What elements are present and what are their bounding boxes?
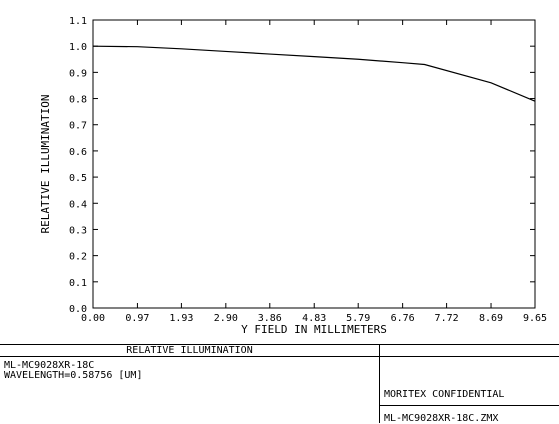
- x-tick-label: 3.86: [258, 313, 282, 324]
- x-axis-label: Y FIELD IN MILLIMETERS: [241, 323, 387, 336]
- title-bar-top-border: [0, 344, 559, 345]
- y-tick-label: 0.1: [69, 278, 87, 289]
- relative-illumination-chart: 0.0 0.1 0.2 0.3 0.4 0.5 0.6 0.7 0.8 0.9 1.0 1.1 0.00…: [39, 16, 547, 336]
- x-tick-label: 8.69: [479, 313, 503, 324]
- confidential-label: MORITEX CONFIDENTIAL: [384, 389, 505, 400]
- lens-name: ML-MC9028XR-18C: [4, 360, 95, 371]
- x-tick-label: 0.00: [81, 313, 105, 324]
- y-tick-label: 0.7: [69, 121, 87, 132]
- file-name: ML-MC9028XR-18C.ZMX: [384, 413, 499, 424]
- y-tick-label: 0.9: [69, 68, 87, 79]
- x-tick-label: 9.65: [523, 313, 547, 324]
- y-tick-label: 0.0: [69, 304, 87, 315]
- x-tick-label: 0.97: [125, 313, 149, 324]
- x-tick-label: 5.79: [346, 313, 370, 324]
- x-tick-label: 4.83: [302, 313, 326, 324]
- y-axis-label: RELATIVE ILLUMINATION: [39, 94, 52, 233]
- title-bar-bottom-border: [0, 356, 559, 357]
- info-separator: [379, 405, 559, 406]
- x-tick-label: 1.93: [169, 313, 193, 324]
- y-tick-label: 0.3: [69, 225, 87, 236]
- y-tick-label: 1.0: [69, 42, 87, 53]
- y-tick-label: 1.1: [69, 16, 87, 27]
- info-divider: [379, 344, 380, 423]
- chart-title: RELATIVE ILLUMINATION: [126, 345, 253, 356]
- y-tick-label: 0.4: [69, 199, 87, 210]
- series-line: [92, 45, 536, 102]
- x-tick-label: 6.76: [391, 313, 415, 324]
- y-tick-label: 0.6: [69, 147, 87, 158]
- wavelength: WAVELENGTH=0.58756 [UM]: [4, 370, 143, 381]
- y-tick-label: 0.8: [69, 95, 87, 106]
- plot-frame: [92, 19, 536, 309]
- x-tick-label: 7.72: [435, 313, 459, 324]
- y-tick-label: 0.2: [69, 252, 87, 263]
- y-tick-label: 0.5: [69, 173, 87, 184]
- x-tick-label: 2.90: [214, 313, 238, 324]
